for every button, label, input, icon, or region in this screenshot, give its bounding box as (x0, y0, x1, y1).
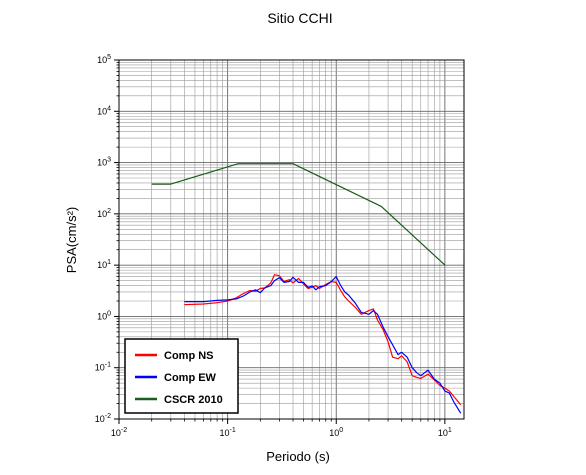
grid (119, 60, 464, 419)
y-tick-label: 102 (97, 208, 111, 219)
x-tick-label: 101 (438, 427, 452, 438)
series-group (151, 163, 462, 414)
y-tick-label: 100 (97, 310, 111, 321)
ticks: 10-2 10-1 100 101 10-2 10-1 100 101 102 103 104 105 (95, 54, 452, 438)
y-tick-label: 10-1 (95, 362, 111, 373)
x-axis-label: Periodo (s) (266, 449, 330, 464)
legend-label: Comp NS (164, 350, 214, 362)
y-axis-label: PSA(cm/s²) (64, 207, 79, 273)
y-tick-label: 10-2 (95, 413, 111, 424)
legend-label: Comp EW (164, 372, 217, 384)
x-tick-label: 10-1 (219, 427, 235, 438)
plot-frame (118, 59, 465, 420)
x-tick-label: 10-2 (111, 427, 127, 438)
x-tick-label: 100 (329, 427, 343, 438)
series-line-comp-ew (184, 275, 462, 414)
y-tick-label: 105 (97, 54, 111, 65)
y-tick-label: 104 (97, 105, 111, 116)
legend: Comp NS Comp EW CSCR 2010 (124, 338, 239, 414)
legend-entries: Comp NS Comp EW CSCR 2010 (135, 350, 223, 406)
y-tick-label: 101 (97, 259, 111, 270)
series-line-cscr-2010 (151, 163, 446, 266)
series-line-comp-ns (184, 274, 462, 406)
y-tick-label: 103 (97, 157, 111, 168)
legend-label: CSCR 2010 (164, 394, 223, 406)
chart-title: Sitio CCHI (267, 10, 332, 26)
